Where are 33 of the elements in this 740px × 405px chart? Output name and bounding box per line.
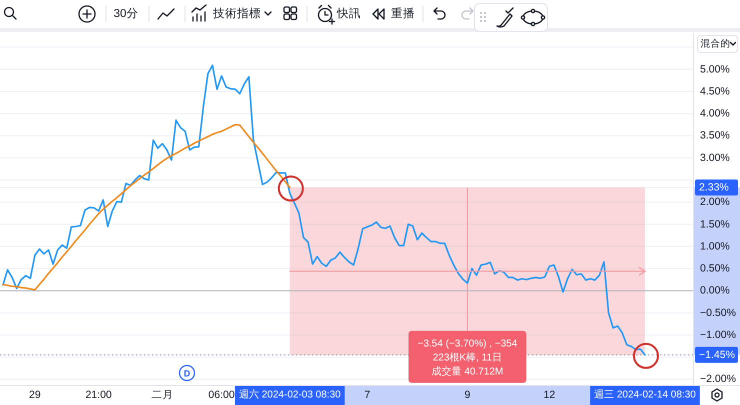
x-tick-label: 9 — [464, 389, 470, 401]
x-tick-label: 12 — [544, 389, 556, 401]
annotation: 223根K棒, 11日 — [432, 351, 502, 364]
y-tick-label: 4.00% — [700, 108, 730, 120]
y-tick-label: 2.00% — [700, 196, 730, 208]
text: 技術指標 — [212, 7, 261, 20]
text: 混合的 — [700, 38, 730, 50]
x-tick-label: 06:00 — [208, 389, 235, 401]
annotation: −3.54 (−3.70%) , −354 — [418, 338, 518, 350]
text: 重播 — [391, 7, 415, 20]
y-tick-label: 3.00% — [700, 152, 730, 164]
x-tick-label: 週三 2024-02-14 08:30 — [594, 390, 696, 400]
y-tick-label: 2.33% — [699, 182, 729, 194]
x-tick-label: 21:00 — [85, 389, 112, 401]
y-tick-label: −1.45% — [699, 348, 735, 361]
y-tick-label: 0.50% — [700, 262, 730, 275]
y-tick-label: 1.00% — [700, 240, 730, 252]
text: 30分 — [114, 7, 138, 20]
y-tick-label: −1.00% — [700, 328, 736, 341]
y-tick-label: −0.50% — [700, 306, 736, 319]
x-tick-label: 7 — [364, 389, 370, 401]
text: 快訊 — [336, 7, 361, 20]
y-tick-label: 4.50% — [700, 85, 730, 98]
annotation: 成交量 40.712M — [432, 365, 504, 378]
y-tick-label: −2.00% — [700, 373, 736, 386]
x-tick-label: 二月 — [151, 389, 174, 401]
y-tick-label: 3.50% — [700, 130, 730, 142]
y-tick-label: 1.50% — [700, 218, 730, 230]
y-tick-label: 5.00% — [700, 63, 730, 76]
x-tick-label: 29 — [29, 389, 41, 401]
y-tick-label: 0.00% — [700, 284, 730, 297]
annotation: D — [184, 368, 191, 378]
x-tick-label: 週六 2024-02-03 08:30 — [238, 388, 342, 400]
